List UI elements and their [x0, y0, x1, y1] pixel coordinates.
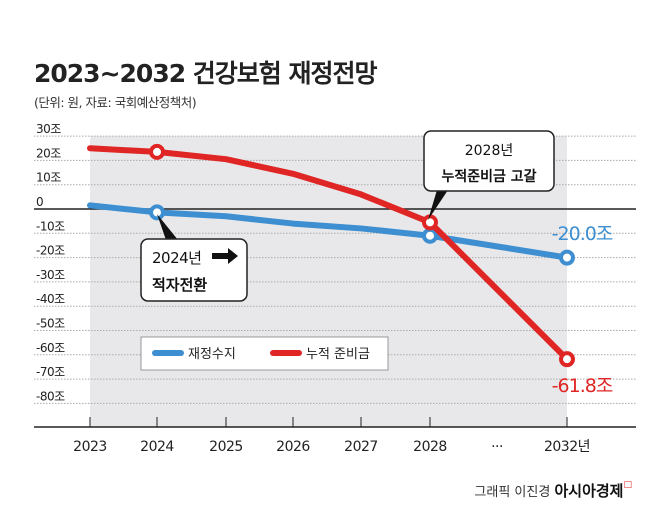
data-point — [559, 351, 575, 368]
legend-label: 누적 준비금 — [306, 347, 370, 362]
x-tick-label: 2028 — [413, 439, 447, 455]
credit-author: 그래픽 이진경 — [474, 485, 551, 500]
callout-box — [423, 130, 555, 192]
chart-subtitle: (단위: 원, 자료: 국회예산정책처) — [34, 95, 197, 110]
callout-text: 누적준비금 고갈 — [441, 168, 536, 185]
callout-text: 2024년 — [152, 249, 201, 267]
y-tick-label: -60조 — [36, 341, 65, 355]
end-label: -61.8조 — [552, 375, 613, 397]
y-tick-label: -80조 — [36, 389, 65, 403]
x-tick-label: 2027 — [344, 439, 378, 455]
data-point — [422, 214, 438, 231]
x-tick-label: 2032년 — [544, 439, 590, 455]
arrow-right-icon — [212, 248, 238, 264]
y-tick-label: 10조 — [36, 171, 61, 185]
callout-pointer — [157, 214, 178, 240]
end-label: -20.0조 — [552, 223, 613, 245]
y-tick-label: 30조 — [36, 122, 61, 136]
callout-text: 적자전환 — [152, 276, 207, 294]
x-tick-label: ··· — [491, 439, 503, 455]
x-tick-label: 2024 — [140, 439, 174, 455]
callout-text: 2028년 — [465, 143, 514, 159]
y-tick-label: 0 — [36, 195, 43, 209]
legend-label: 재정수지 — [188, 347, 236, 362]
data-point — [149, 204, 165, 221]
data-point — [422, 227, 438, 244]
x-tick-label: 2023 — [73, 439, 107, 455]
x-tick-label: 2025 — [209, 439, 243, 455]
chart-title: 2023~2032 건강보험 재정전망 — [34, 59, 378, 88]
y-tick-label: -10조 — [36, 219, 65, 233]
y-tick-label: -30조 — [36, 268, 65, 282]
credit: 그래픽 이진경 아시아경제□ — [474, 480, 632, 500]
callout-pointer — [428, 190, 448, 220]
y-tick-label: -70조 — [36, 365, 65, 379]
x-tick-label: 2026 — [276, 439, 310, 455]
data-point — [149, 143, 165, 160]
y-tick-label: -20조 — [36, 244, 65, 258]
y-tick-label: 20조 — [36, 146, 61, 160]
data-point — [559, 249, 575, 266]
credit-brand: 아시아경제 — [554, 482, 624, 500]
y-tick-label: -50조 — [36, 317, 65, 331]
y-tick-label: -40조 — [36, 292, 65, 306]
